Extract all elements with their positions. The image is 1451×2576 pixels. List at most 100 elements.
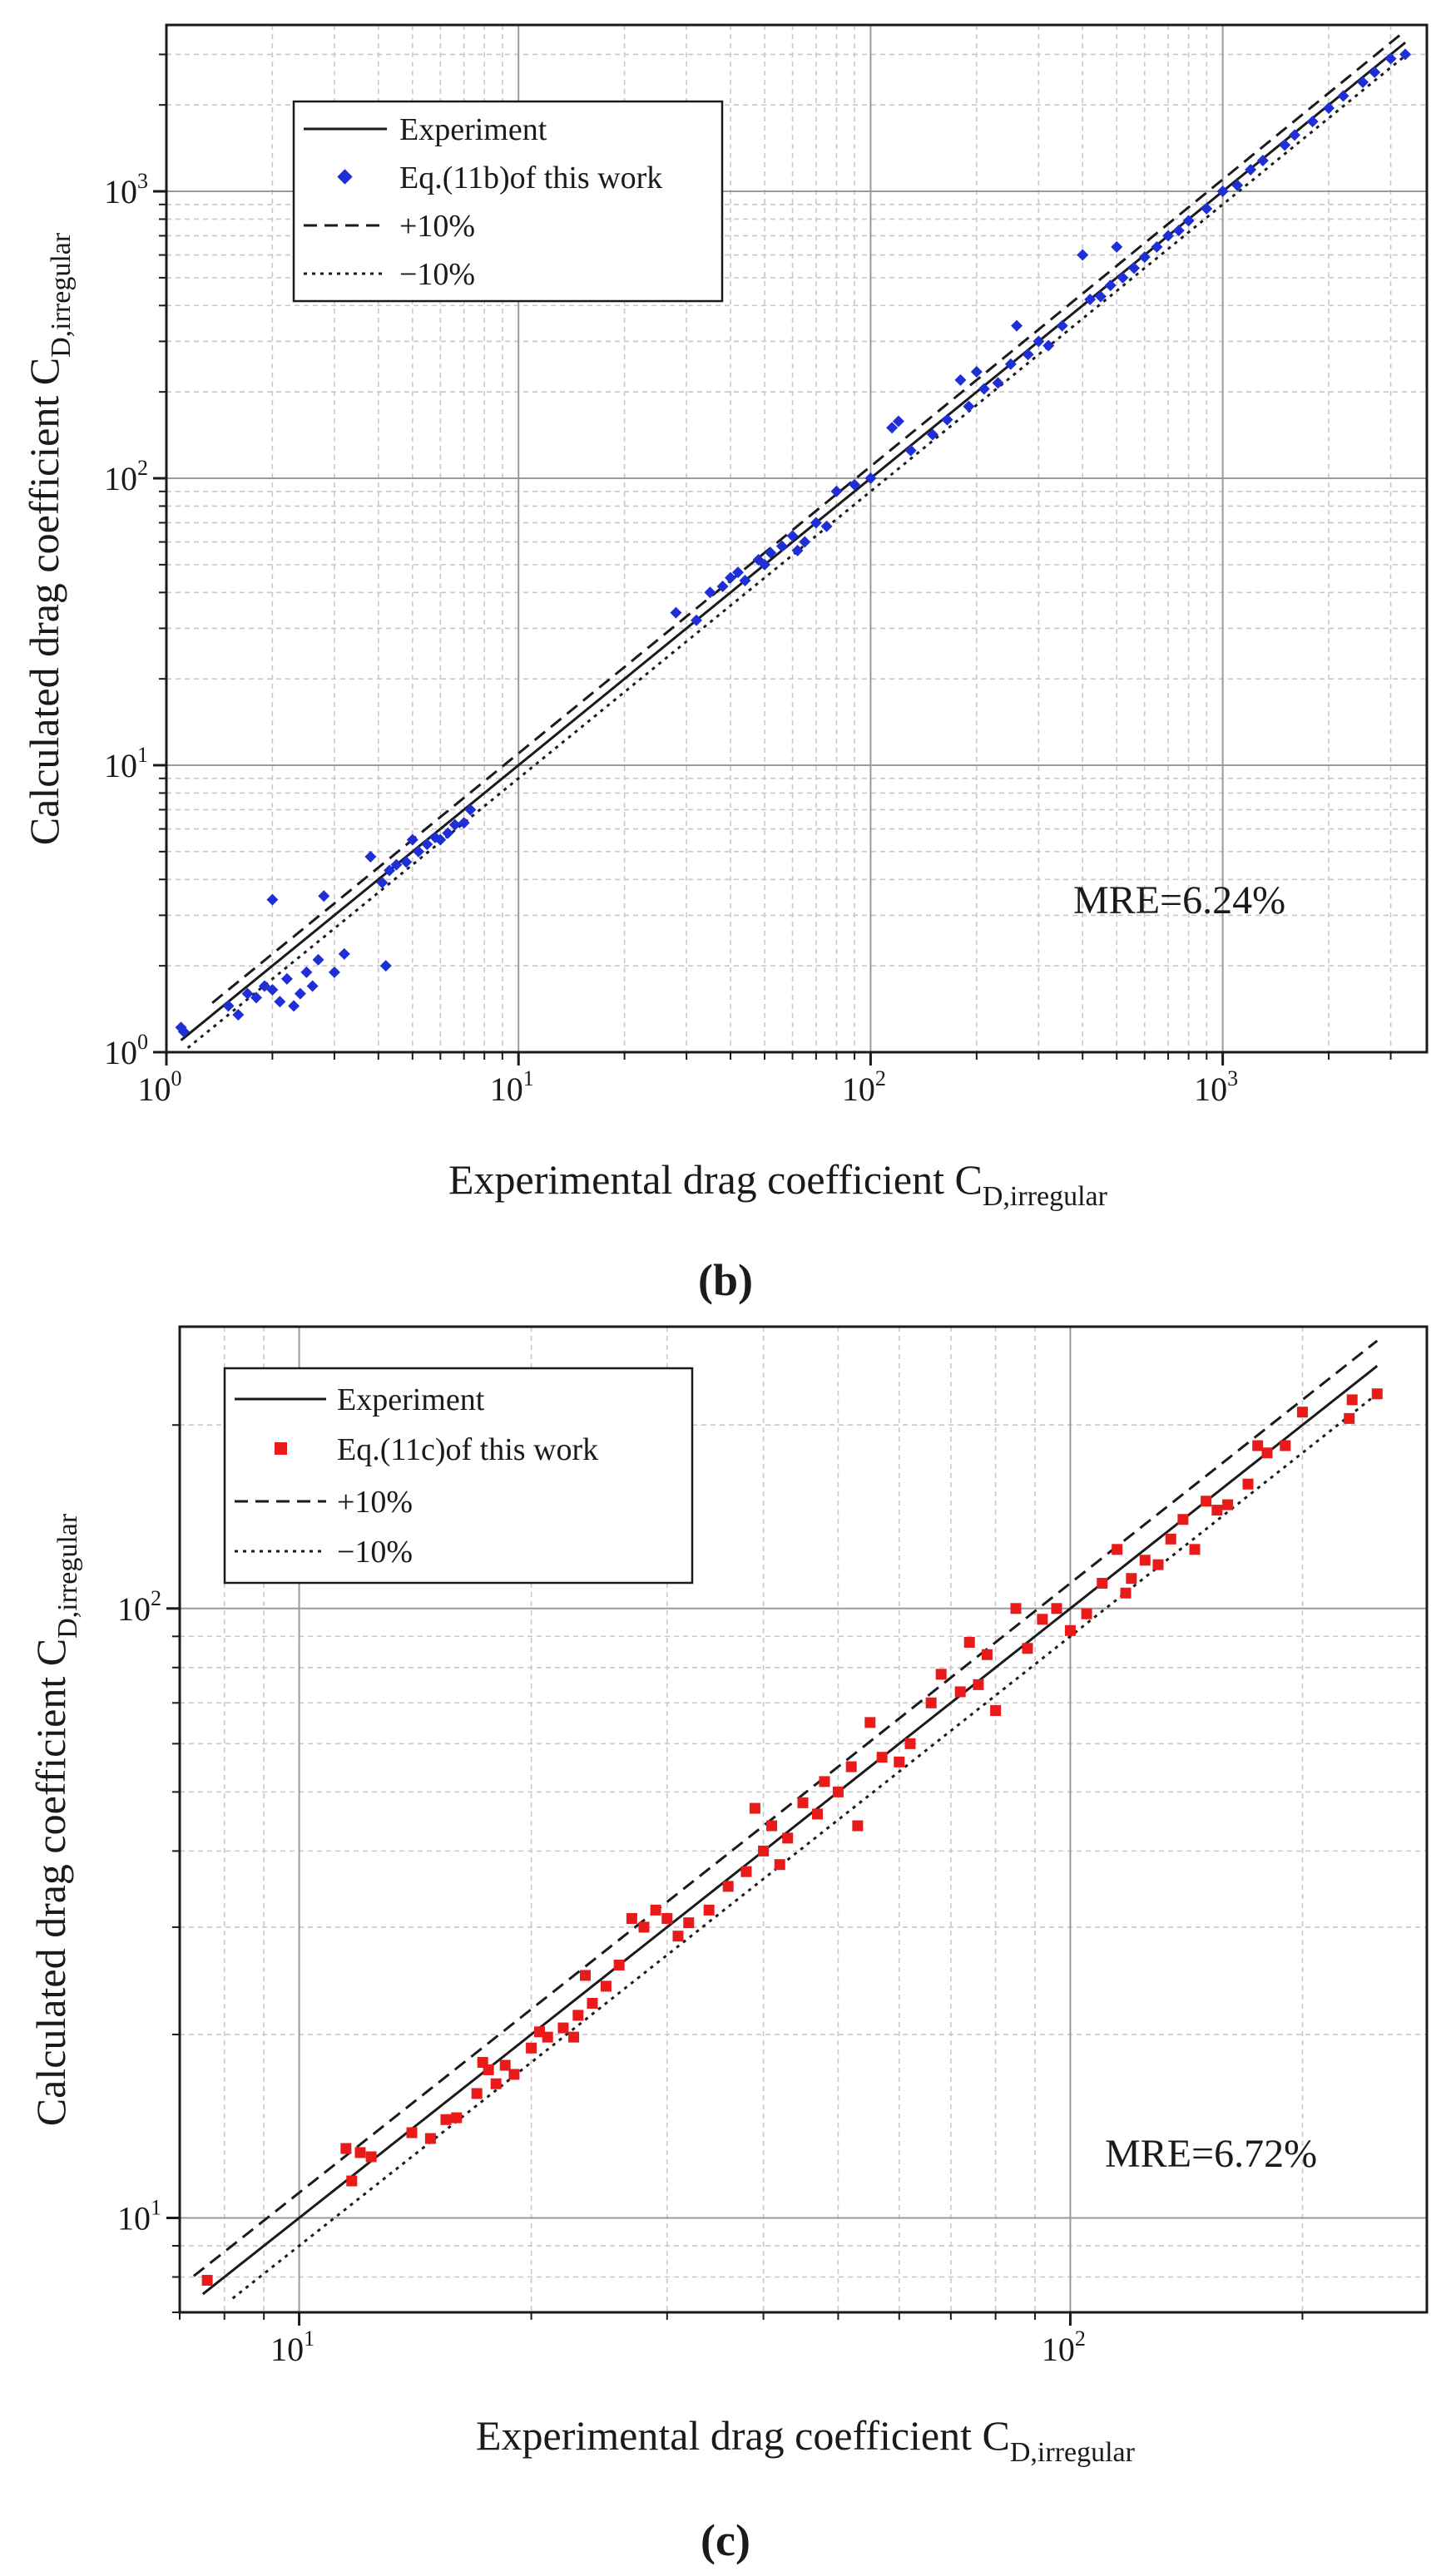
panel-b-y-tick-label: 100 bbox=[104, 1030, 148, 1071]
panel-c-data-point bbox=[990, 1705, 1002, 1717]
panel-b-data-point bbox=[241, 987, 254, 1000]
panel-b-legend-eq-label: Eq.(11b)of this work bbox=[399, 161, 662, 195]
panel-c-data-points bbox=[201, 1388, 1383, 2287]
panel-b-legend-experiment-label: Experiment bbox=[399, 112, 547, 147]
panel-b-data-point bbox=[1201, 202, 1213, 215]
panel-c-y-axis-title-main: Calculated drag coefficient C bbox=[27, 1639, 74, 2126]
panel-b-data-point bbox=[1323, 101, 1335, 114]
panel-b-data-point bbox=[954, 373, 967, 386]
panel-c-data-point bbox=[925, 1697, 937, 1708]
panel-b-x-axis-title: Experimental drag coefficient CD,irregul… bbox=[448, 1156, 1108, 1212]
panel-c-legend-minus10-label: −10% bbox=[337, 1535, 413, 1570]
panel-b-y-tick-label-exp: 1 bbox=[137, 743, 148, 767]
panel-b-y-axis-title-sub: D,irregular bbox=[46, 232, 77, 358]
panel-b-data-point bbox=[266, 893, 279, 906]
panel-c-data-point bbox=[600, 1980, 612, 1992]
panel-b-data-point bbox=[250, 991, 263, 1004]
panel-c-y-tick-label-exp: 1 bbox=[151, 2196, 161, 2220]
panel-c-y-tick-label-base: 10 bbox=[117, 1590, 151, 1628]
panel-c-data-point bbox=[638, 1921, 650, 1933]
panel-b-x-tick-label: 102 bbox=[842, 1066, 886, 1108]
panel-c-data-point bbox=[483, 2064, 494, 2075]
panel-b-data-point bbox=[274, 996, 286, 1008]
panel-c-data-point bbox=[354, 2147, 366, 2158]
panel-c-data-point bbox=[613, 1959, 625, 1970]
panel-c-data-point bbox=[346, 2175, 358, 2187]
panel-b-data-point bbox=[970, 365, 983, 378]
panel-c-line-minus10 bbox=[231, 1392, 1379, 2300]
panel-b-data-point bbox=[376, 877, 389, 889]
panel-c-x-tick-label: 102 bbox=[1042, 2326, 1086, 2368]
panel-c-data-point bbox=[981, 1649, 993, 1660]
panel-b-data-point bbox=[765, 546, 777, 559]
panel-c-mre-annotation: MRE=6.72% bbox=[1105, 2132, 1317, 2176]
panel-c-data-point bbox=[766, 1820, 778, 1832]
panel-b-data-point bbox=[1128, 262, 1141, 274]
panel-b-data-point bbox=[992, 377, 1004, 389]
panel-b-x-axis-title-sub: D,irregular bbox=[983, 1181, 1108, 1212]
panel-c-legend-plus10-label: +10% bbox=[337, 1485, 413, 1520]
panel-b-data-point bbox=[406, 833, 418, 846]
panel-b-data-point bbox=[704, 586, 716, 599]
panel-b-data-point bbox=[442, 827, 454, 839]
panel-c-data-point bbox=[1097, 1577, 1108, 1589]
panel-b-data-point bbox=[458, 817, 470, 829]
panel-b-data-point bbox=[1151, 240, 1163, 253]
panel-c-data-point bbox=[1201, 1496, 1212, 1507]
panel-b-data-point bbox=[926, 428, 938, 441]
panel-b-data-point bbox=[1289, 129, 1301, 141]
panel-c-data-point bbox=[1037, 1614, 1048, 1625]
panel-c-data-point bbox=[661, 1912, 673, 1924]
panel-c-data-point bbox=[758, 1845, 770, 1857]
panel-c-data-point bbox=[812, 1808, 824, 1820]
panel-b-data-point bbox=[941, 413, 953, 426]
panel-c-data-point bbox=[683, 1917, 695, 1929]
panel-b-data-point bbox=[1094, 290, 1107, 303]
panel-b-data-point bbox=[1357, 76, 1369, 88]
panel-b-caption: (b) bbox=[698, 1255, 753, 1305]
panel-b-x-tick-label-base: 10 bbox=[138, 1070, 171, 1108]
panel-c-legend-experiment-label: Experiment bbox=[337, 1382, 485, 1417]
panel-b-data-point bbox=[791, 544, 804, 556]
panel-c-data-point bbox=[526, 2042, 537, 2054]
panel-b-data-point bbox=[864, 472, 877, 485]
panel-b-data-point bbox=[849, 478, 861, 491]
panel-b-x-tick-label-exp: 2 bbox=[875, 1066, 886, 1090]
panel-b-data-point bbox=[1279, 139, 1291, 151]
panel-b-mre-annotation: MRE=6.24% bbox=[1073, 878, 1285, 922]
panel-b-data-point bbox=[1162, 230, 1175, 242]
panel-c-data-point bbox=[904, 1738, 916, 1749]
panel-b-data-point bbox=[288, 1000, 300, 1012]
panel-c-data-point bbox=[406, 2127, 418, 2138]
panel-b-data-point bbox=[1056, 319, 1068, 332]
panel-c-data-point bbox=[1242, 1478, 1254, 1490]
panel-b-x-tick-label: 103 bbox=[1194, 1066, 1238, 1108]
panel-b-data-point bbox=[294, 987, 306, 1000]
panel-c-x-axis-title-main: Experimental drag coefficient C bbox=[476, 2412, 1010, 2459]
panel-c-data-point bbox=[774, 1859, 785, 1871]
panel-b-data-point bbox=[413, 845, 425, 858]
panel-c-caption: (c) bbox=[701, 2515, 750, 2565]
panel-b-x-tick-label-base: 10 bbox=[1194, 1070, 1227, 1108]
panel-c-data-point bbox=[1189, 1544, 1201, 1555]
panel-b-legend-box bbox=[292, 100, 724, 303]
panel-b-y-axis-title: Calculated drag coefficient CD,irregular bbox=[21, 232, 77, 845]
panel-c-data-point bbox=[864, 1717, 876, 1728]
panel-c-data-point bbox=[1371, 1388, 1383, 1400]
panel-b-x-tick-label: 100 bbox=[138, 1066, 182, 1108]
panel-b-data-point bbox=[1231, 179, 1244, 191]
panel-c-x-tick-label-base: 10 bbox=[1042, 2331, 1075, 2368]
panel-c-legend-eq-label: Eq.(11c)of this work bbox=[337, 1432, 598, 1467]
panel-c-data-point bbox=[1261, 1447, 1273, 1459]
panel-c-data-point bbox=[1296, 1407, 1308, 1418]
panel-c-y-axis-title-sub: D,irregular bbox=[52, 1513, 83, 1639]
panel-c-y-tick-label: 102 bbox=[117, 1586, 161, 1628]
panel-c-data-point bbox=[471, 2088, 483, 2099]
panel-c-data-point bbox=[894, 1756, 905, 1768]
panel-b-y-tick-label: 102 bbox=[104, 456, 148, 497]
panel-b-data-point bbox=[725, 571, 737, 584]
panel-c-data-point bbox=[1177, 1514, 1189, 1525]
panel-b-x-tick-label-base: 10 bbox=[842, 1070, 875, 1108]
